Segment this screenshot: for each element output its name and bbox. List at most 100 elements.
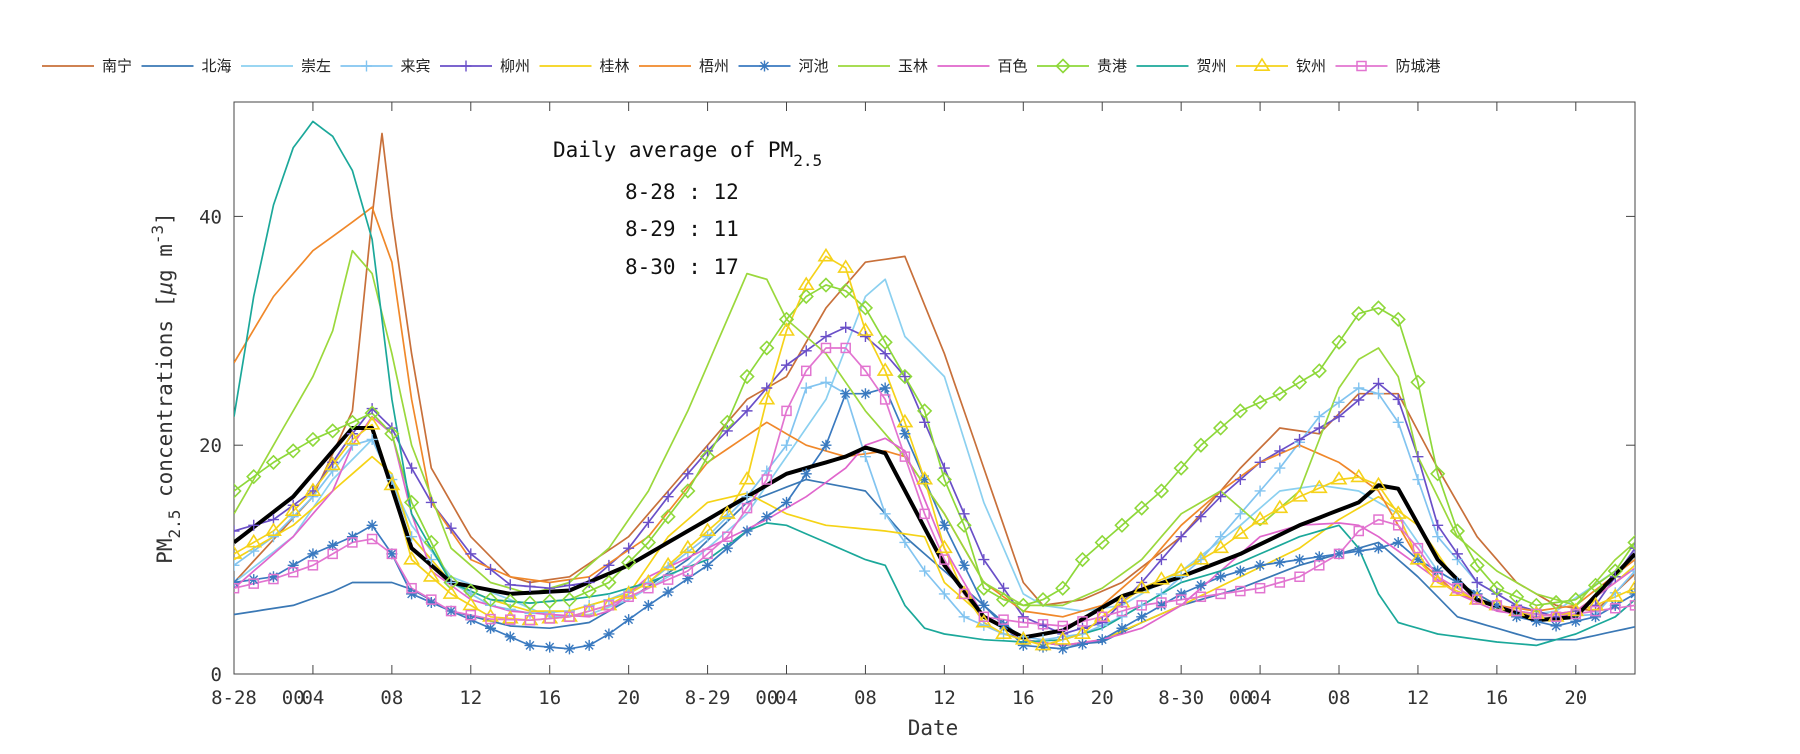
data-point-防城港 [1037, 618, 1049, 630]
data-point-河池 [938, 519, 950, 531]
data-point-来宾 [958, 611, 970, 623]
data-point-河池 [781, 496, 793, 508]
data-point-河池 [583, 639, 595, 651]
data-point-河池 [662, 586, 674, 598]
data-point-防城港 [465, 609, 477, 621]
data-point-河池 [1372, 542, 1384, 554]
y-tick-label: 20 [199, 435, 222, 457]
data-point-柳州 [366, 403, 378, 415]
data-point-防城港 [603, 600, 615, 611]
data-point-防城港 [1175, 594, 1187, 605]
data-point-贵港 [857, 300, 874, 316]
data-point-防城港 [1195, 591, 1207, 603]
data-point-河池 [1451, 576, 1463, 588]
data-point-柳州 [1254, 456, 1266, 468]
data-point-贵港 [285, 443, 301, 459]
data-point-防城港 [998, 614, 1009, 625]
legend-label-贺州: 贺州 [1197, 57, 1227, 75]
legend-label-崇左: 崇左 [301, 57, 331, 75]
data-point-河池 [741, 525, 753, 537]
data-point-来宾 [1116, 611, 1128, 623]
data-point-来宾 [1333, 396, 1345, 408]
data-point-钦州 [1626, 579, 1635, 594]
data-point-河池 [307, 548, 319, 560]
data-point-柳州 [1234, 474, 1246, 486]
x-tick-label: 12 [1406, 687, 1429, 709]
data-point-河池 [682, 573, 694, 585]
x-tick-label: 00 [755, 687, 778, 709]
data-point-来宾 [781, 439, 793, 451]
data-point-钦州 [363, 416, 381, 430]
data-point-柳州 [406, 462, 418, 474]
data-point-柳州 [563, 579, 575, 591]
data-point-贵港 [1193, 437, 1209, 453]
data-point-河池 [1017, 639, 1029, 651]
data-point-贵港 [1252, 394, 1268, 410]
data-point-柳州 [781, 359, 793, 371]
data-point-钦州 [1330, 471, 1348, 485]
data-point-河池 [642, 599, 654, 611]
data-point-河池 [327, 539, 339, 551]
data-point-贵港 [561, 592, 578, 608]
data-point-钦州 [1606, 588, 1624, 602]
data-point-河池 [1511, 611, 1523, 623]
legend-marker-防城港 [1356, 60, 1367, 72]
legend-label-柳州: 柳州 [500, 57, 530, 75]
data-point-钦州 [659, 556, 677, 571]
data-point-河池 [1155, 599, 1167, 611]
x-tick-label: 04 [301, 687, 324, 709]
data-point-防城港 [958, 588, 970, 600]
series-line-来宾 [234, 381, 1635, 641]
data-point-河池 [721, 542, 733, 554]
data-point-来宾 [1412, 474, 1424, 486]
data-point-贵港 [1469, 557, 1485, 573]
data-point-柳州 [1451, 548, 1463, 560]
x-tick-label: 16 [538, 687, 561, 709]
data-point-河池 [879, 382, 891, 394]
data-point-贵港 [660, 509, 676, 525]
data-point-防城港 [1491, 600, 1503, 611]
data-point-防城港 [445, 605, 457, 617]
data-point-防城港 [564, 611, 575, 623]
data-point-河池 [859, 388, 871, 400]
data-point-防城港 [287, 566, 299, 578]
data-point-河池 [386, 548, 398, 560]
data-point-防城港 [1452, 582, 1463, 594]
data-point-柳州 [721, 425, 733, 437]
data-point-防城港 [643, 582, 654, 594]
data-point-钦州 [995, 625, 1013, 639]
data-point-钦州 [265, 522, 282, 536]
data-point-防城港 [307, 560, 319, 571]
data-point-钦州 [1054, 631, 1072, 645]
data-point-河池 [524, 639, 536, 651]
x-tick-label: 16 [1485, 687, 1508, 709]
data-point-河池 [1550, 620, 1562, 632]
data-point-柳州 [425, 496, 437, 508]
data-point-柳州 [583, 576, 595, 588]
data-point-河池 [1195, 579, 1207, 591]
data-point-防城港 [1274, 577, 1286, 588]
series-lines [234, 120, 1635, 650]
data-point-柳州 [899, 371, 911, 383]
data-point-柳州 [1155, 554, 1167, 566]
x-tick-label: 20 [1564, 687, 1587, 709]
data-point-钦州 [896, 413, 914, 428]
data-point-河池 [1353, 545, 1365, 557]
data-point-贵港 [1587, 577, 1604, 593]
data-point-钦州 [1448, 582, 1466, 597]
data-point-柳州 [1274, 445, 1286, 457]
data-point-贵港 [956, 517, 972, 533]
data-point-来宾 [662, 561, 674, 573]
data-point-贵港 [798, 288, 814, 305]
data-point-河池 [1432, 565, 1444, 577]
data-point-钦州 [383, 476, 401, 491]
x-tick-label: 12 [933, 687, 956, 709]
x-tick-label: 08 [1328, 687, 1351, 709]
data-point-钦州 [234, 545, 243, 559]
data-point-防城港 [234, 582, 240, 594]
data-point-贵港 [364, 405, 380, 421]
data-point-贵港 [1331, 334, 1347, 350]
data-point-河池 [1136, 611, 1148, 623]
data-point-防城港 [682, 565, 694, 577]
